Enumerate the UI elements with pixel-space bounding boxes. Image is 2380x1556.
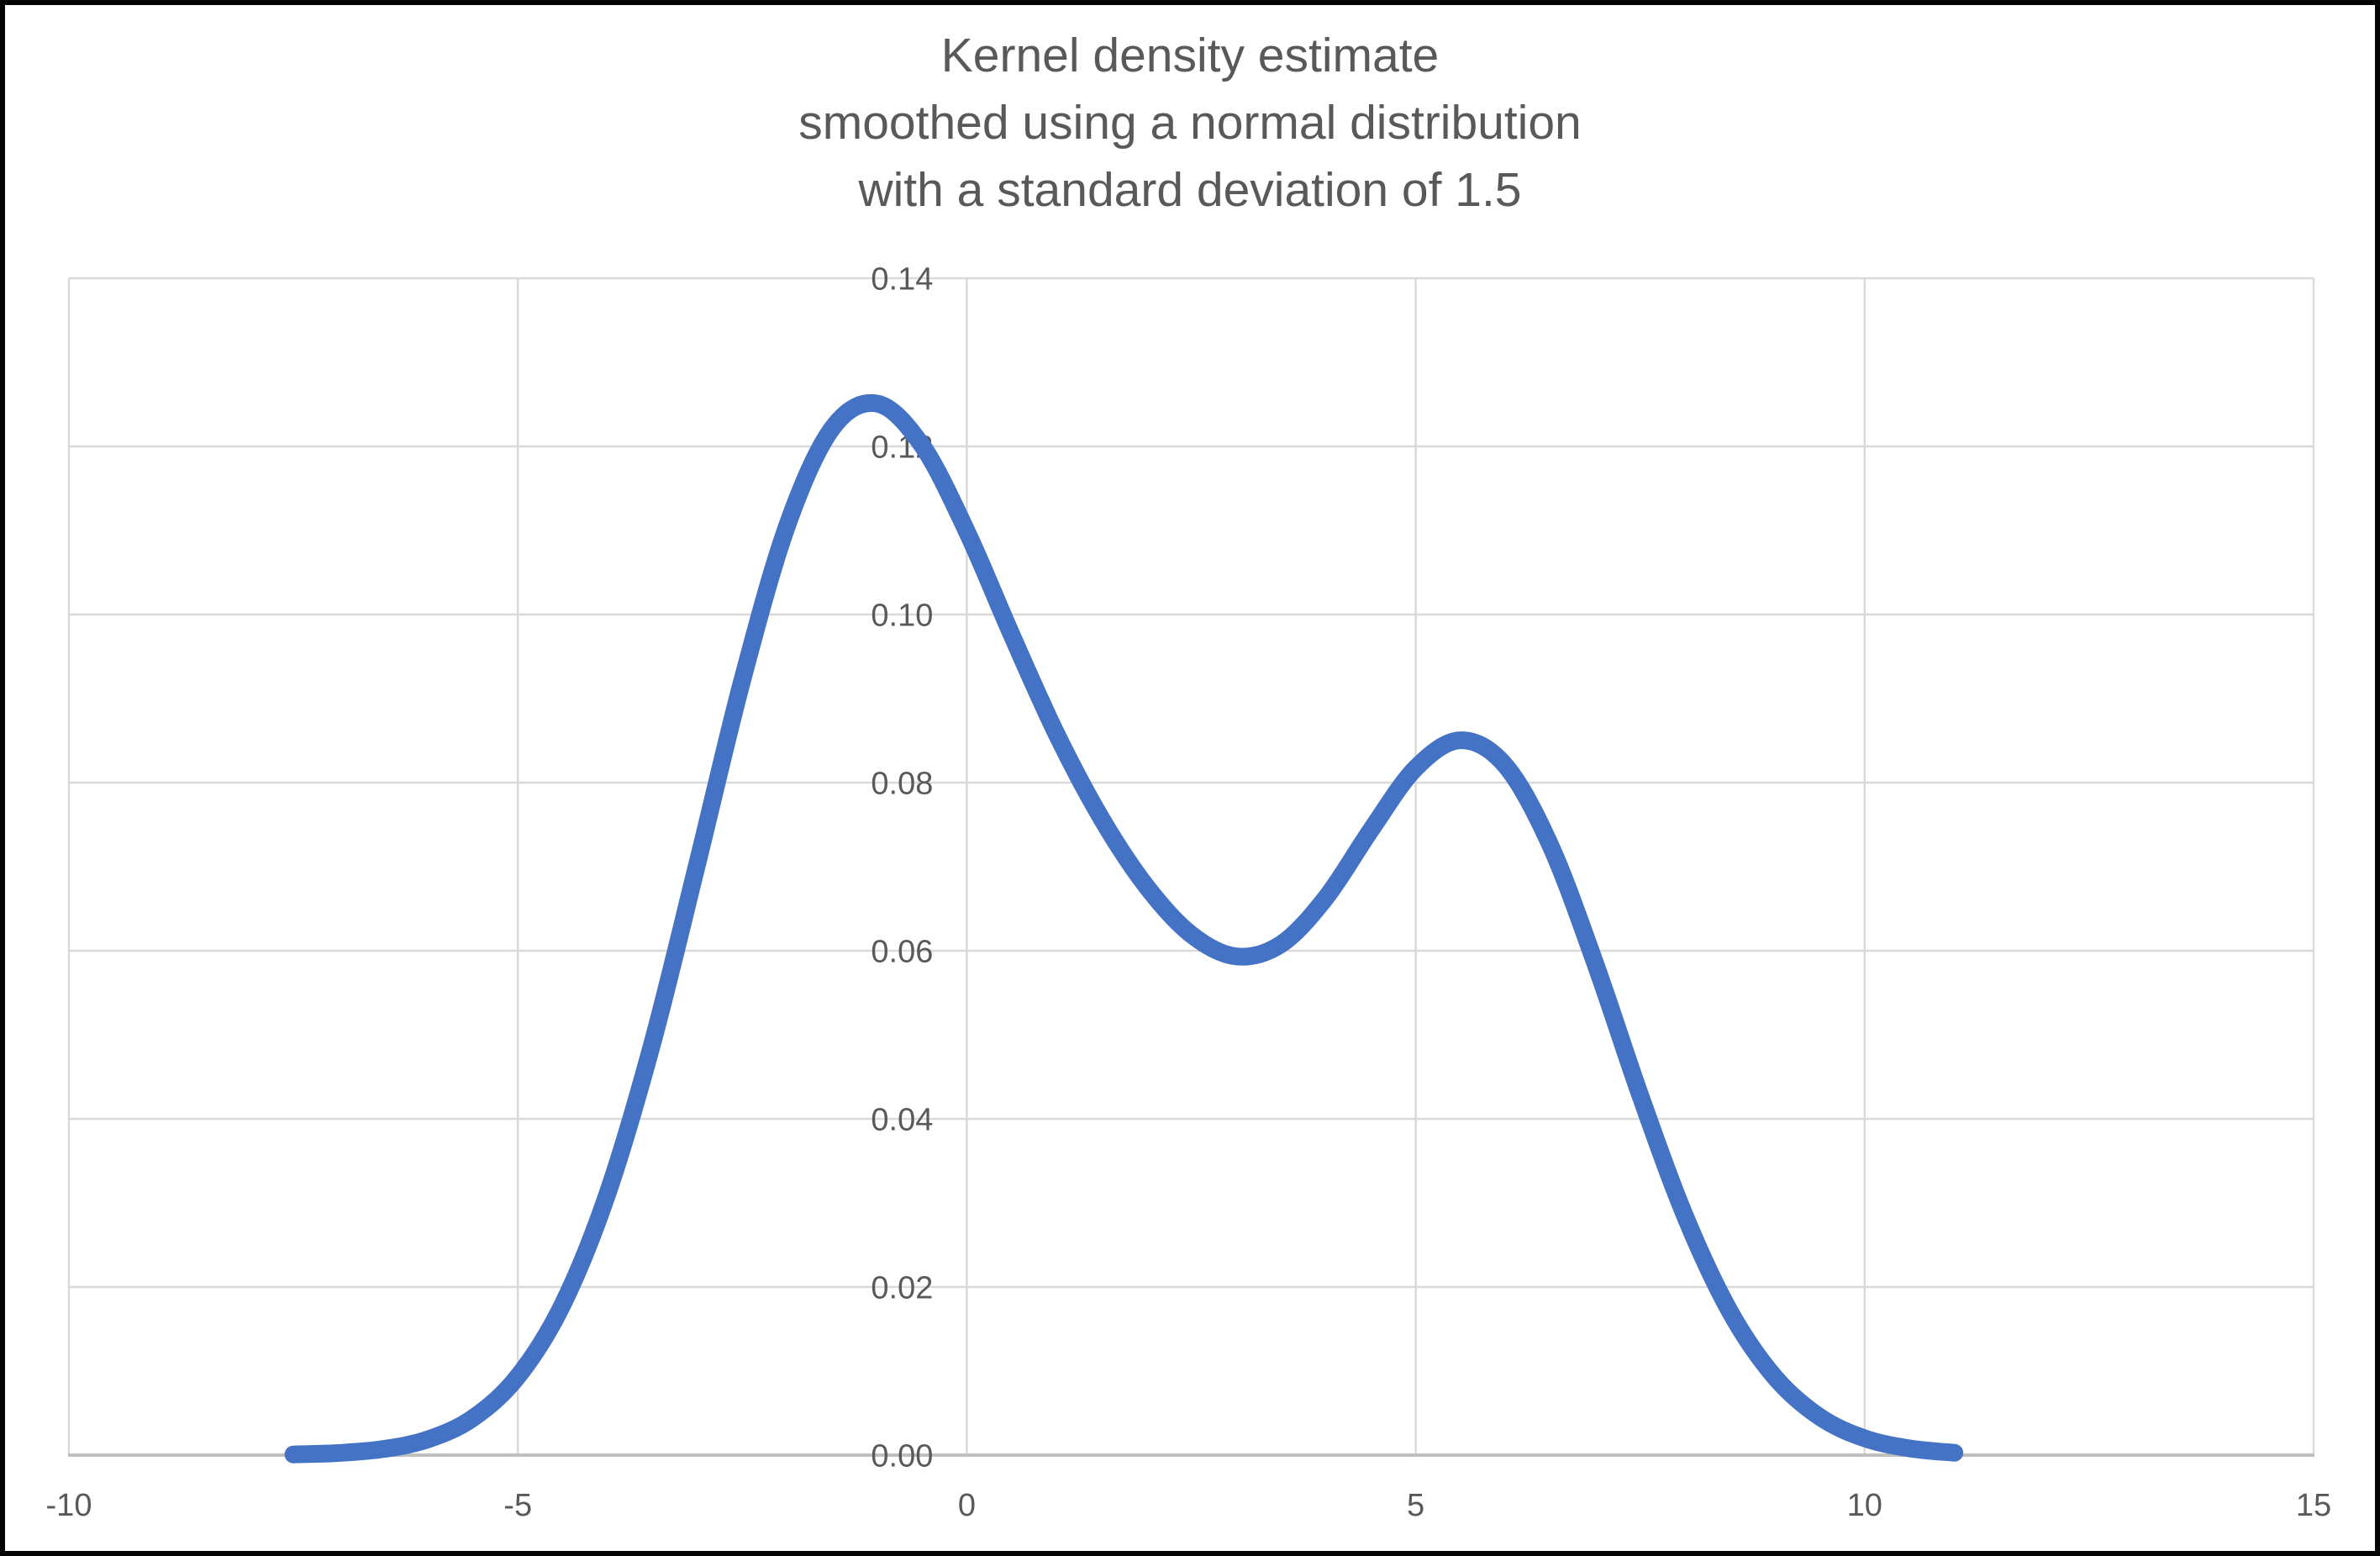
y-tick-label: 0.06 (871, 934, 933, 969)
tick-labels: 0.000.020.040.060.080.100.120.14-10 -5 0 5 1… (46, 261, 2332, 1523)
chart-title-line-1: Kernel density estimate (940, 29, 1440, 82)
x-tick-label: -5 (503, 1488, 532, 1523)
x-tick-label: 5 (1407, 1488, 1424, 1523)
y-tick-label: 0.10 (871, 598, 933, 633)
y-tick-label: 0.04 (871, 1102, 933, 1137)
x-tick-label: -10 (46, 1488, 92, 1523)
chart-title-line-2: smoothed using a normal distribution (798, 96, 1582, 150)
kde-series (284, 393, 1964, 1464)
chart-title-line-3: with a standard deviation of 1.5 (858, 163, 1522, 217)
kde-curve (284, 393, 1964, 1464)
gridlines (67, 277, 2315, 1455)
x-tick-label: 10 (1847, 1488, 1882, 1523)
x-tick-label: 15 (2296, 1488, 2331, 1523)
y-tick-label: 0.02 (871, 1270, 933, 1305)
y-tick-label: 0.14 (871, 261, 933, 297)
y-tick-label: 0.08 (871, 766, 933, 801)
chart-title: Kernel density estimate smoothed using a… (0, 22, 2380, 224)
x-tick-label: 0 (958, 1488, 976, 1523)
y-tick-label: 0.00 (871, 1438, 933, 1474)
